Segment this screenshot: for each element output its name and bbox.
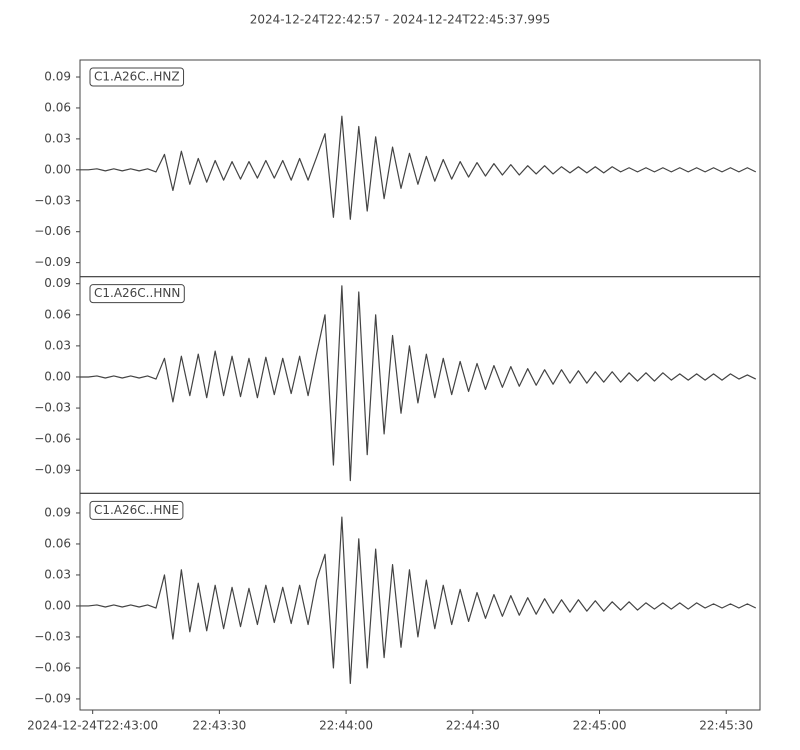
y-tick-label: −0.09 <box>34 463 71 477</box>
y-tick-label: 0.09 <box>44 505 71 519</box>
y-tick-label: −0.03 <box>34 629 71 643</box>
legend-box <box>89 67 185 87</box>
y-tick-label: 0.06 <box>44 536 71 550</box>
panel-frame <box>79 492 761 711</box>
y-tick-label: 0.00 <box>44 162 71 176</box>
x-tick-label: 22:45:00 <box>573 719 627 733</box>
waveform <box>80 516 757 685</box>
waveform <box>80 285 757 482</box>
y-tick-label: 0.03 <box>44 131 71 145</box>
chart-title: 2024-12-24T22:42:57 - 2024-12-24T22:45:3… <box>250 13 551 27</box>
x-tick-label: 22:43:30 <box>192 719 246 733</box>
legend-label: C1.A26C..HNN <box>94 286 180 300</box>
legend-label: C1.A26C..HNE <box>94 503 179 517</box>
waveform <box>80 115 757 220</box>
y-tick-label: 0.06 <box>44 100 71 114</box>
y-tick-label: 0.03 <box>44 567 71 581</box>
y-tick-label: 0.00 <box>44 369 71 383</box>
y-tick-label: 0.09 <box>44 70 71 84</box>
y-tick-label: −0.03 <box>34 193 71 207</box>
y-tick-label: −0.09 <box>34 255 71 269</box>
y-tick-label: 0.09 <box>44 276 71 290</box>
x-tick-label: 22:45:30 <box>699 719 753 733</box>
y-tick-label: −0.06 <box>34 224 71 238</box>
x-tick-label: 2024-12-24T22:43:00 <box>27 719 158 733</box>
legend-box <box>89 284 185 304</box>
y-tick-label: −0.06 <box>34 660 71 674</box>
panel-frame <box>79 276 761 494</box>
y-tick-label: −0.09 <box>34 691 71 705</box>
y-tick-label: 0.00 <box>44 598 71 612</box>
y-tick-label: −0.06 <box>34 432 71 446</box>
x-tick-label: 22:44:30 <box>446 719 500 733</box>
legend-box <box>89 500 184 520</box>
panel-frame <box>79 59 761 278</box>
y-tick-label: 0.06 <box>44 307 71 321</box>
y-tick-label: 0.03 <box>44 338 71 352</box>
y-tick-label: −0.03 <box>34 401 71 415</box>
legend-label: C1.A26C..HNZ <box>94 70 180 84</box>
x-tick-label: 22:44:00 <box>319 719 373 733</box>
